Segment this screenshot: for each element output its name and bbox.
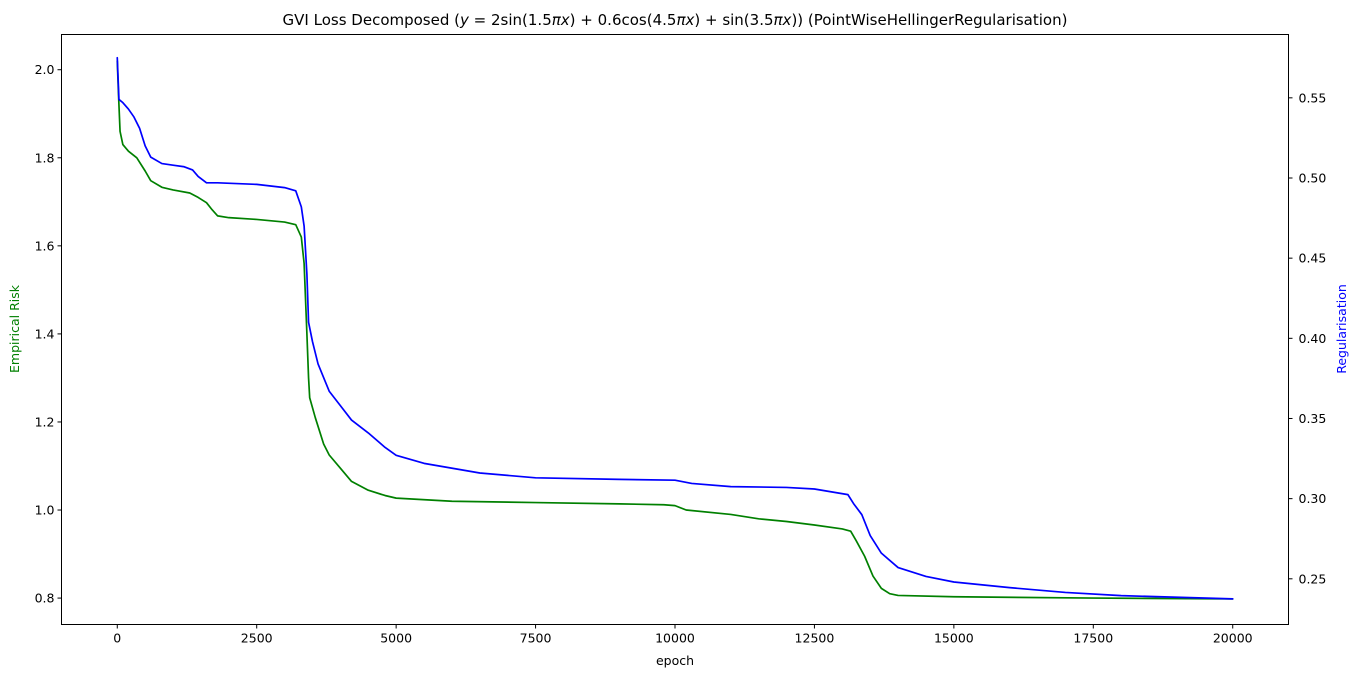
y-left-tick-label: 1.4 xyxy=(35,326,55,341)
x-tick-label: 15000 xyxy=(934,631,974,646)
series-layer xyxy=(116,56,1234,600)
x-tick-label: 7500 xyxy=(520,631,552,646)
x-tick-label: 2500 xyxy=(241,631,273,646)
x-tick-label: 10000 xyxy=(655,631,695,646)
y-right-tick-label: 0.45 xyxy=(1299,251,1327,266)
y-right-tick-label: 0.40 xyxy=(1299,331,1327,346)
y-axis-left-label: Empirical Risk xyxy=(7,284,22,373)
chart-title-math-y: y xyxy=(459,11,470,29)
x-axis-label: epoch xyxy=(656,653,694,668)
x-tick-label: 0 xyxy=(113,631,121,646)
series-line-regularisation xyxy=(116,56,1234,600)
y-right-tick-label: 0.35 xyxy=(1299,411,1327,426)
chart-title-prefix: GVI Loss Decomposed ( xyxy=(283,11,460,29)
x-tick-label: 20000 xyxy=(1213,631,1253,646)
y-left-tick-label: 1.6 xyxy=(35,238,55,253)
x-tick-label: 12500 xyxy=(795,631,835,646)
x-axis: 0 2500 5000 7500 10000 12500 15000 17500 20000 xyxy=(113,624,1253,646)
y-right-tick-label: 0.50 xyxy=(1299,170,1327,185)
x-tick-label: 17500 xyxy=(1073,631,1113,646)
y-axis-right-label: Regularisation xyxy=(1334,284,1349,374)
chart-title: GVI Loss Decomposed (y = 2sin(1.5πx) + 0… xyxy=(283,11,1068,29)
series-line-empirical-risk xyxy=(116,60,1234,600)
y-axis-left: 0.8 1.0 1.2 1.4 1.6 1.8 2.0 xyxy=(35,62,62,606)
y-right-tick-label: 0.55 xyxy=(1299,90,1327,105)
y-left-tick-label: 1.0 xyxy=(35,503,55,518)
y-left-tick-label: 1.2 xyxy=(35,414,55,429)
y-left-tick-label: 0.8 xyxy=(35,591,55,606)
chart-title-suffix: ) (PointWiseHellingerRegularisation) xyxy=(797,11,1067,29)
y-left-tick-label: 2.0 xyxy=(35,62,55,77)
x-tick-label: 5000 xyxy=(380,631,412,646)
y-left-tick-label: 1.8 xyxy=(35,150,55,165)
chart-title-math: = 2sin(1.5 xyxy=(469,11,552,29)
y-right-tick-label: 0.25 xyxy=(1299,571,1327,586)
y-right-tick-label: 0.30 xyxy=(1299,491,1327,506)
y-axis-right: 0.25 0.30 0.35 0.40 0.45 0.50 0.55 xyxy=(1288,90,1327,586)
